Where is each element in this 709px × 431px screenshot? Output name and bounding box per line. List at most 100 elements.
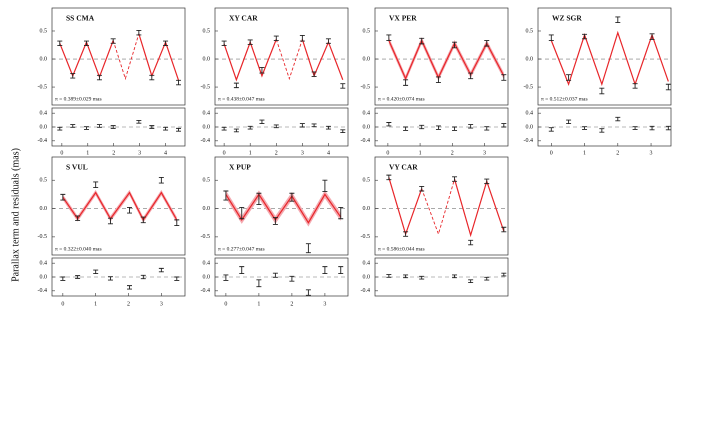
y-tick-label: 0.0 (40, 56, 48, 62)
residual-tick-label: -0.4 (361, 288, 371, 294)
residual-tick-label: 0.0 (203, 274, 211, 280)
residual-error-bar (163, 126, 169, 131)
y-tick-label: 0.5 (40, 178, 48, 184)
error-bar (501, 226, 507, 233)
y-tick-label: 0.5 (203, 178, 211, 184)
model-line (62, 191, 178, 222)
error-bar (325, 38, 331, 44)
residual-tick-label: -0.4 (361, 138, 371, 144)
residual-tick-label: 0.0 (363, 274, 371, 280)
y-tick-label: 0.5 (526, 28, 534, 34)
residual-tick-label: -0.4 (201, 288, 211, 294)
error-bar (632, 83, 638, 89)
error-bar (665, 83, 671, 91)
panel-frame (374, 7, 509, 106)
error-bar (566, 74, 572, 81)
residual-error-bar (665, 125, 671, 131)
residual-error-bar (403, 274, 409, 279)
x-tick-label: 3 (301, 150, 304, 156)
residual-error-bar (484, 276, 490, 281)
residual-error-bar (239, 266, 245, 274)
error-bar (176, 79, 182, 86)
x-tick-label: 4 (164, 150, 167, 156)
x-tick-label: 1 (86, 150, 89, 156)
error-bar (93, 181, 99, 189)
residual-error-bar (136, 119, 142, 124)
y-tick-label: 0.5 (363, 28, 371, 34)
residual-error-bar (289, 275, 295, 282)
residual-error-bar (247, 125, 253, 130)
y-tick-label: -0.5 (38, 84, 48, 90)
error-bar (70, 73, 76, 79)
residual-tick-label: 0.0 (40, 274, 48, 280)
residual-tick-label: 0.4 (363, 261, 371, 267)
x-tick-label: 1 (94, 301, 97, 307)
panel-title: WZ SGR (552, 14, 582, 23)
error-bar (107, 217, 113, 225)
residual-error-bar (83, 126, 89, 130)
residual-error-bar (57, 126, 63, 131)
error-bar (149, 74, 155, 81)
residual-error-bar (615, 116, 621, 122)
panel-title: X PUP (229, 163, 251, 172)
panel-frame (374, 156, 509, 256)
error-bar (501, 74, 507, 81)
error-bar (311, 71, 317, 77)
x-tick-label: 2 (112, 150, 115, 156)
residual-error-bar (272, 272, 278, 278)
error-bar (386, 34, 392, 41)
parallax-annotation: π = 0.420±0.074 mas (378, 96, 425, 102)
model-line (225, 193, 342, 224)
panel-title: VX PER (389, 14, 417, 23)
error-bar (615, 16, 621, 24)
error-bar (239, 206, 245, 220)
error-bar (174, 219, 180, 226)
residual-error-bar (149, 125, 155, 129)
residual-tick-label: 0.0 (363, 124, 371, 130)
error-bar (60, 193, 66, 201)
error-bar (221, 40, 227, 47)
parallax-annotation: π = 0.322±0.040 mas (55, 246, 102, 252)
panel-title: S VUL (66, 163, 88, 172)
residual-error-bar (419, 124, 425, 130)
y-tick-label: 0.5 (203, 28, 211, 34)
error-bar (289, 192, 295, 202)
residual-error-bar (452, 126, 458, 131)
error-bar (163, 40, 169, 47)
y-tick-label: -0.5 (201, 84, 211, 90)
residual-error-bar (110, 125, 116, 129)
residual-error-bar (233, 128, 239, 133)
y-tick-label: -0.5 (361, 234, 371, 240)
error-bar (158, 176, 164, 184)
error-bar (419, 186, 425, 192)
residual-tick-label: -0.4 (201, 138, 211, 144)
parallax-annotation: π = 0.586±0.044 mas (378, 246, 425, 252)
panel-frame (51, 156, 186, 256)
panel-title: VY CAR (389, 163, 418, 172)
x-tick-label: 0 (550, 150, 553, 156)
residual-error-bar (176, 127, 182, 132)
residual-tick-label: -0.4 (38, 288, 48, 294)
error-bar (386, 174, 392, 181)
residual-error-bar (582, 126, 588, 130)
error-bar (96, 74, 102, 81)
error-bar (649, 33, 655, 40)
error-bar (247, 39, 253, 45)
residual-error-bar (338, 266, 344, 274)
residual-tick-label: -0.4 (524, 138, 534, 144)
parallax-annotation: π = 0.389±0.029 mas (55, 96, 102, 102)
error-bar (419, 37, 425, 45)
model-line (550, 30, 669, 87)
residual-tick-label: -0.4 (38, 138, 48, 144)
residual-error-bar (484, 126, 490, 131)
residual-error-bar (223, 274, 229, 281)
y-tick-label: 0.0 (40, 206, 48, 212)
residual-error-bar (221, 126, 227, 131)
error-bar (233, 82, 239, 89)
model-gap-line (112, 33, 140, 81)
x-tick-label: 0 (61, 301, 64, 307)
parallax-annotation: π = 0.277±0.047 mas (218, 246, 265, 252)
residual-tick-label: 0.0 (203, 124, 211, 130)
residual-error-bar (96, 124, 102, 128)
error-bar (452, 41, 458, 49)
